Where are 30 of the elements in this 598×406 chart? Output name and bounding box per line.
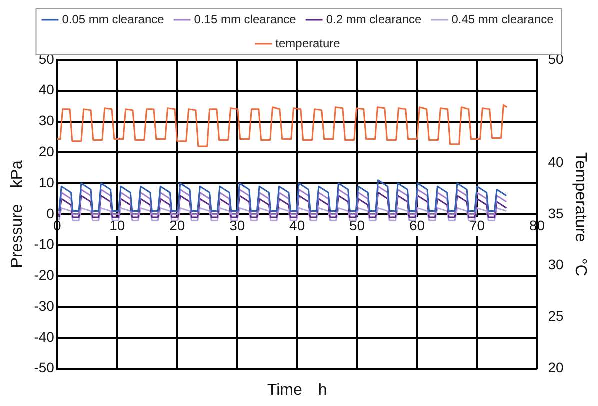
legend-label: temperature bbox=[276, 36, 341, 50]
y-tick-label: -20 bbox=[34, 267, 55, 284]
y2-tick-label: 20 bbox=[548, 360, 564, 376]
y2-tick-label: 35 bbox=[548, 205, 564, 222]
legend-label: 0.05 mm clearance bbox=[62, 12, 165, 26]
y-tick-label: 0 bbox=[46, 205, 55, 222]
x-tick-label: 60 bbox=[409, 218, 426, 234]
y-tick-label: 20 bbox=[38, 144, 55, 160]
y2-axis-title: Temperature °C bbox=[572, 152, 589, 276]
y-tick-label: 30 bbox=[38, 112, 55, 129]
y-tick-label: 40 bbox=[38, 82, 55, 98]
y-tick-label: -30 bbox=[34, 298, 55, 314]
x-axis-title: Time h bbox=[267, 382, 328, 399]
legend-label: 0.2 mm clearance bbox=[326, 12, 422, 26]
x-tick-label: 50 bbox=[350, 218, 366, 234]
y2-tick-label: 25 bbox=[548, 308, 564, 324]
y-tick-label: -10 bbox=[34, 236, 55, 252]
y-axis-title: Pressure kPa bbox=[9, 160, 26, 268]
legend-label: 0.45 mm clearance bbox=[452, 12, 554, 26]
x-tick-label: 30 bbox=[230, 218, 246, 234]
legend-label: 0.15 mm clearance bbox=[194, 12, 297, 26]
y-tick-label: -50 bbox=[34, 360, 55, 376]
y2-tick-label: 30 bbox=[548, 256, 564, 273]
x-tick-label: 20 bbox=[170, 218, 186, 234]
y-tick-label: -40 bbox=[34, 328, 55, 345]
y2-tick-label: 40 bbox=[548, 154, 564, 170]
x-tick-label: 40 bbox=[290, 218, 306, 234]
x-tick-label: 10 bbox=[110, 218, 126, 234]
x-tick-label: 70 bbox=[469, 218, 486, 234]
y-tick-label: 10 bbox=[38, 174, 55, 190]
